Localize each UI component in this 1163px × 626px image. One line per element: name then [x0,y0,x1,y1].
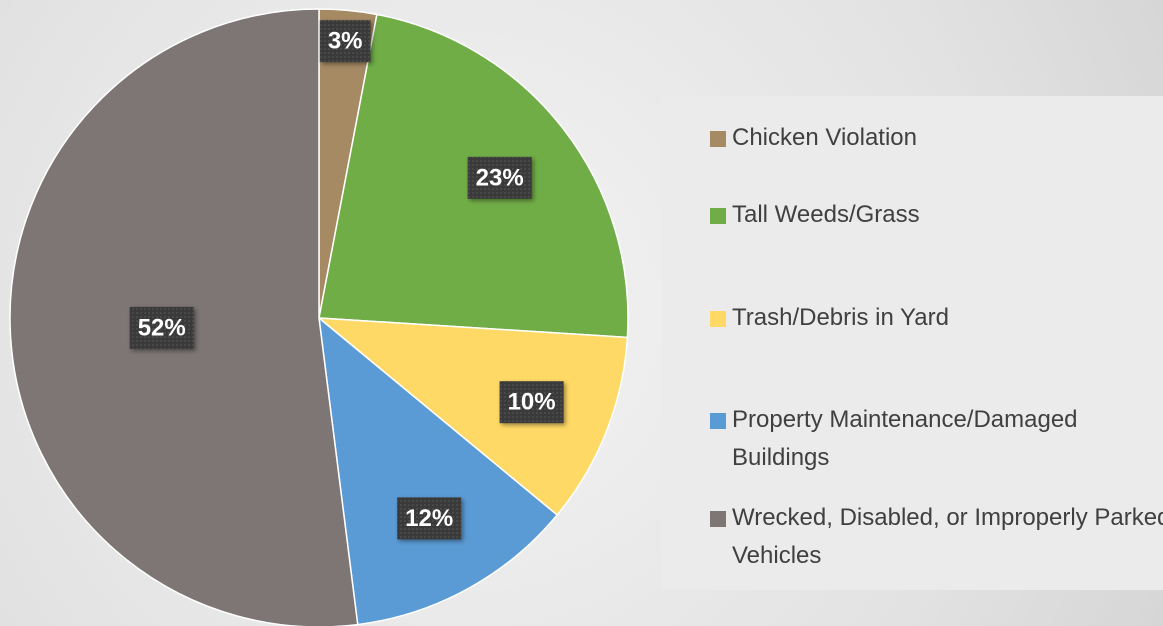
legend-label: Wrecked, Disabled, or Improperly Parked … [732,504,1163,569]
legend-item: Chicken Violation [710,119,1163,157]
legend-item: Property Maintenance/Damaged Buildings [710,401,1163,477]
data-label-text: 52% [138,314,186,341]
legend-swatch [710,311,726,327]
data-label-text: 23% [476,164,524,191]
data-label-box [499,381,564,424]
data-label-text: 10% [508,389,556,416]
legend-swatch [710,413,726,429]
chart: 3% 23% 10% 12% 52% [9,8,629,626]
data-label-box [319,20,371,63]
data-label: 10% [499,381,564,424]
legend-swatch [710,511,726,527]
legend-item: Trash/Debris in Yard [710,299,1163,337]
pie-slice [318,316,559,626]
pie-slice [316,317,629,517]
data-label: 23% [467,156,532,199]
legend-swatch [710,208,726,224]
legend-label: Chicken Violation [732,124,918,151]
legend-item: Tall Weeds/Grass [710,196,1163,234]
data-label-box [467,156,532,199]
legend-swatch [710,131,726,147]
data-label-box [397,497,462,540]
data-label-text: 3% [328,28,363,55]
legend-item: Wrecked, Disabled, or Improperly Parked … [710,499,1163,575]
legend-label: Trash/Debris in Yard [732,304,949,331]
data-label-box [129,306,194,349]
legend: Chicken Violation Tall Weeds/Grass Trash/D… [662,96,1163,590]
data-label: 12% [397,497,462,540]
data-label: 3% [319,20,371,63]
data-label-text: 12% [405,505,453,532]
data-label: 52% [129,306,194,349]
legend-label: Property Maintenance/Damaged Buildings [732,406,1078,471]
legend-label: Tall Weeds/Grass [732,201,920,228]
